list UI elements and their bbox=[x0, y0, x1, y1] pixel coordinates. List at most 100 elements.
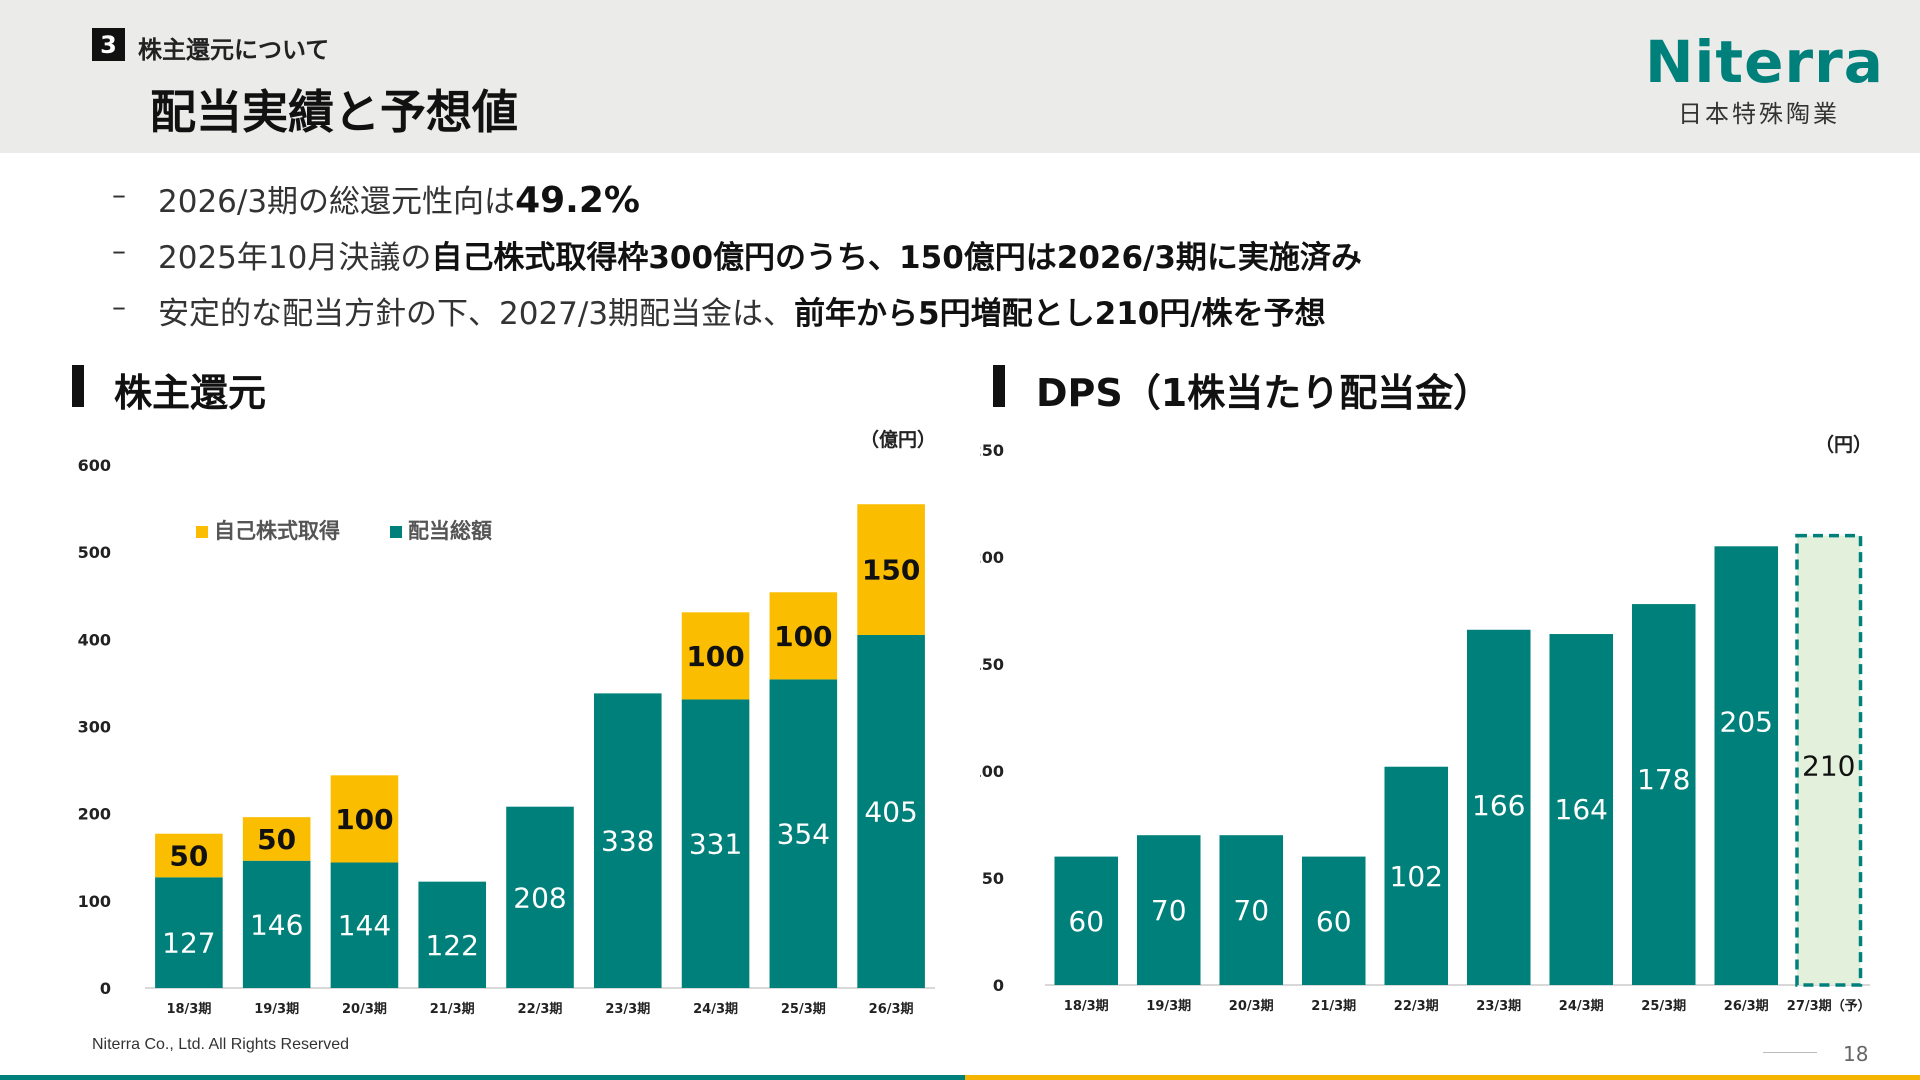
x-tick-label: 18/3期 bbox=[166, 1002, 211, 1017]
left-chart-unit: （億円） bbox=[860, 429, 937, 451]
page-title: 配当実績と予想値 bbox=[150, 85, 518, 139]
bar-buyback-label: 50 bbox=[257, 823, 296, 856]
y-tick-label: 0 bbox=[993, 976, 1004, 995]
bar-dividend bbox=[681, 699, 750, 988]
bar-buyback bbox=[857, 504, 925, 635]
bullet-dash: – bbox=[112, 290, 126, 323]
bar-dividend bbox=[769, 679, 838, 988]
bar-dps bbox=[1384, 766, 1449, 985]
x-tick-label: 19/3期 bbox=[254, 1002, 299, 1017]
page-number: 18 bbox=[1843, 1042, 1869, 1066]
x-tick-label: 23/3期 bbox=[605, 1002, 650, 1017]
bar-dps-forecast bbox=[1795, 533, 1863, 987]
x-tick-label: 25/3期 bbox=[1641, 999, 1686, 1014]
x-tick-label: 23/3期 bbox=[1476, 999, 1521, 1014]
bar-buyback-label: 100 bbox=[686, 640, 744, 673]
bar-dividend bbox=[242, 860, 311, 988]
bar-dps-label: 102 bbox=[1390, 860, 1443, 893]
y-tick-label: 400 bbox=[78, 630, 111, 649]
x-tick-label: 21/3期 bbox=[430, 1002, 475, 1017]
bar-dps-label: 210 bbox=[1802, 750, 1855, 783]
bar-buyback bbox=[330, 775, 399, 863]
bullet-text: 安定的な配当方針の下、2027/3期配当金は、 bbox=[158, 296, 795, 332]
bar-dividend-label: 338 bbox=[601, 825, 654, 858]
right-panel-title: DPS（1株当たり配当金） bbox=[1036, 371, 1492, 415]
x-tick-label: 26/3期 bbox=[869, 1002, 914, 1017]
bullet-dash: – bbox=[112, 178, 126, 211]
bar-dps bbox=[1466, 629, 1531, 985]
bar-dividend-label: 146 bbox=[250, 908, 303, 941]
y-tick-label: 250 bbox=[980, 441, 1004, 460]
bar-dps bbox=[1549, 634, 1614, 985]
y-tick-label: 100 bbox=[78, 892, 111, 911]
y-tick-label: 300 bbox=[78, 718, 111, 737]
bar-dps bbox=[1714, 546, 1779, 985]
bar-dividend-label: 208 bbox=[513, 881, 566, 914]
bar-dps bbox=[1136, 835, 1201, 985]
bar-dividend-label: 354 bbox=[777, 818, 830, 851]
y-tick-label: 0 bbox=[100, 979, 111, 998]
footer-bar-gold bbox=[965, 1075, 1920, 1080]
bar-dps-label: 70 bbox=[1233, 894, 1269, 927]
y-tick-label: 50 bbox=[982, 869, 1004, 888]
company-logo: Niterra bbox=[1645, 28, 1884, 96]
bar-dps-label: 60 bbox=[1068, 905, 1104, 938]
bar-buyback-label: 100 bbox=[335, 803, 393, 836]
shareholder-return-chart: 0 100 200 300 400 500 600 127 50 18/3期 146 50 19/3期 1… bbox=[78, 456, 935, 1017]
right-panel-marker bbox=[993, 365, 1005, 407]
x-tick-label: 18/3期 bbox=[1064, 999, 1109, 1014]
y-tick-label: 600 bbox=[78, 456, 111, 475]
bar-buyback-label: 100 bbox=[774, 620, 832, 653]
bullet-dash: – bbox=[112, 234, 126, 267]
x-tick-label: 24/3期 bbox=[693, 1002, 738, 1017]
legend-label-dividend: 配当総額 bbox=[408, 519, 492, 543]
copyright-text: Niterra Co., Ltd. All Rights Reserved bbox=[92, 1036, 349, 1053]
y-tick-label: 200 bbox=[78, 805, 111, 824]
legend-label-buyback: 自己株式取得 bbox=[214, 519, 340, 543]
bar-dps-label: 70 bbox=[1151, 894, 1187, 927]
bar-dps bbox=[1054, 856, 1119, 985]
header-band bbox=[0, 0, 1920, 153]
bar-dps-label: 60 bbox=[1316, 905, 1352, 938]
x-tick-label: 26/3期 bbox=[1724, 999, 1769, 1014]
bar-dps bbox=[1631, 604, 1696, 985]
left-panel-title: 株主還元 bbox=[114, 371, 267, 415]
bar-dividend-label: 405 bbox=[864, 795, 917, 828]
y-tick-label: 100 bbox=[980, 762, 1004, 781]
bar-dividend-label: 127 bbox=[162, 927, 215, 960]
dps-chart: 0 50 100 150 200 250 60 18/3期 70 19/3期 70 20/3期 60 21… bbox=[980, 441, 1871, 1014]
bar-dps-label: 178 bbox=[1637, 763, 1690, 796]
bar-dps-label: 164 bbox=[1555, 793, 1608, 826]
bar-dps-label: 205 bbox=[1720, 705, 1773, 738]
bar-dividend bbox=[506, 806, 574, 988]
bullet-text: 2025年10月決議の bbox=[158, 240, 432, 276]
legend-swatch-dividend bbox=[390, 526, 402, 538]
x-tick-label: 19/3期 bbox=[1146, 999, 1191, 1014]
y-tick-label: 500 bbox=[78, 543, 111, 562]
x-tick-label: 24/3期 bbox=[1559, 999, 1604, 1014]
bullet-text: 2026/3期の総還元性向は bbox=[158, 184, 516, 220]
right-chart-unit: （円） bbox=[1815, 434, 1873, 456]
bar-dividend bbox=[155, 877, 223, 988]
section-label: 株主還元について bbox=[138, 36, 330, 64]
bar-dividend-label: 331 bbox=[689, 828, 742, 861]
company-logo-subtitle: 日本特殊陶業 bbox=[1678, 100, 1840, 128]
bar-buyback bbox=[681, 612, 750, 700]
bar-buyback-label: 150 bbox=[862, 554, 920, 587]
x-tick-label: 21/3期 bbox=[1311, 999, 1356, 1014]
bar-dps bbox=[1301, 856, 1366, 985]
bar-buyback bbox=[769, 592, 838, 680]
bar-dividend bbox=[330, 862, 399, 988]
bar-dividend bbox=[857, 634, 925, 988]
y-tick-label: 150 bbox=[980, 655, 1004, 674]
left-panel-marker bbox=[72, 365, 84, 407]
y-tick-label: 200 bbox=[980, 548, 1004, 567]
x-tick-label: 25/3期 bbox=[781, 1002, 826, 1017]
x-tick-label: 22/3期 bbox=[518, 1002, 563, 1017]
bar-dividend-label: 122 bbox=[425, 929, 478, 962]
bar-dps bbox=[1219, 835, 1284, 985]
bar-dps-label: 166 bbox=[1472, 789, 1525, 822]
page-number-rule bbox=[1763, 1052, 1817, 1053]
x-tick-label: 22/3期 bbox=[1394, 999, 1439, 1014]
bullet-emphasis: 前年から5円増配とし210円/株を予想 bbox=[794, 296, 1326, 332]
